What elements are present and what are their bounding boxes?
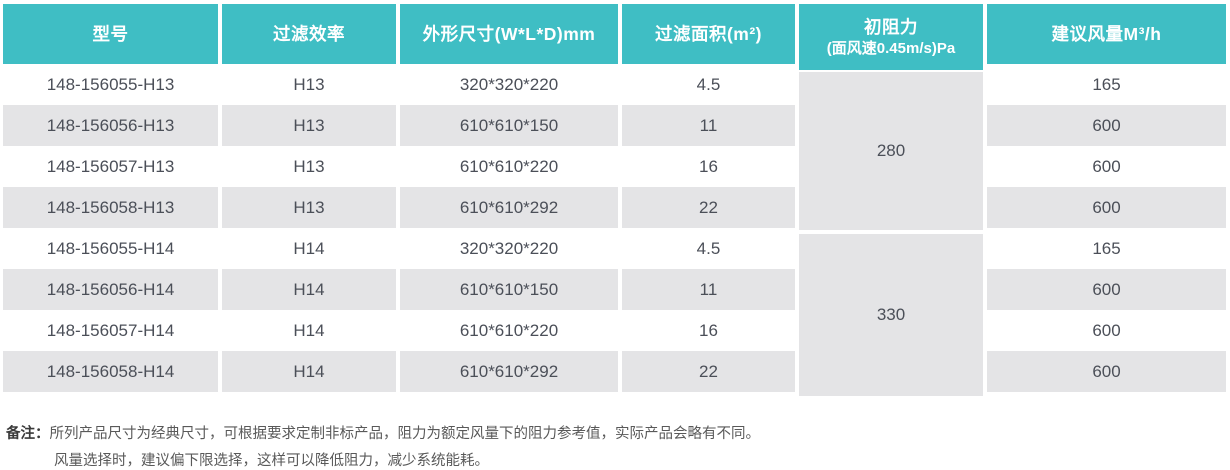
model-cell: 148-156056-H13	[3, 105, 218, 146]
footnotes: 备注：所列产品尺寸为经典尺寸，可根据要求定制非标产品，阻力为额定风量下的阻力参考…	[6, 421, 1230, 470]
efficiency-cell: H14	[222, 228, 396, 269]
size-cell: 610*610*150	[400, 269, 618, 310]
airflow-cell: 165	[987, 64, 1226, 105]
efficiency-cell: H13	[222, 187, 396, 228]
efficiency-cell: H14	[222, 310, 396, 351]
airflow-cell: 600	[987, 187, 1226, 228]
efficiency-cells: H13 H13 H13 H13 H14 H14 H14 H14	[222, 64, 396, 392]
model-cell: 148-156056-H14	[3, 269, 218, 310]
efficiency-cell: H14	[222, 269, 396, 310]
model-cell: 148-156055-H13	[3, 64, 218, 105]
column-header-resistance: 初阻力 (面风速0.45m/s)Pa	[799, 4, 983, 70]
column-header-airflow: 建议风量M³/h	[987, 4, 1226, 64]
model-cell: 148-156057-H14	[3, 310, 218, 351]
area-cell: 4.5	[622, 64, 795, 105]
column-header-size-label: 外形尺寸(W*L*D)mm	[422, 23, 596, 44]
size-cells: 320*320*220 610*610*150 610*610*220 610*610…	[400, 64, 618, 392]
footnote-text-2: 风量选择时，建议偏下限选择，这样可以降低阻力，减少系统能耗。	[54, 453, 489, 469]
airflow-cells: 165 600 600 600 165 600 600 600	[987, 64, 1226, 392]
footnote-text-1: 所列产品尺寸为经典尺寸，可根据要求定制非标产品，阻力为额定风量下的阻力参考值，实…	[49, 426, 761, 442]
column-area: 过滤面积(m²) 4.5 11 16 22 4.5 11 16 22	[622, 4, 795, 396]
model-cell: 148-156058-H13	[3, 187, 218, 228]
column-header-efficiency: 过滤效率	[222, 4, 396, 64]
area-cell: 22	[622, 351, 795, 392]
column-model: 型号 148-156055-H13 148-156056-H13 148-15605…	[3, 4, 218, 396]
area-cell: 11	[622, 105, 795, 146]
model-cells: 148-156055-H13 148-156056-H13 148-156057-H…	[3, 64, 218, 392]
column-efficiency: 过滤效率 H13 H13 H13 H13 H14 H14 H14 H14	[222, 4, 396, 396]
resistance-merged-cell-h13: 280	[799, 72, 983, 230]
footnote-label: 备注：	[6, 426, 50, 442]
airflow-cell: 600	[987, 310, 1226, 351]
size-cell: 610*610*150	[400, 105, 618, 146]
airflow-cell: 600	[987, 105, 1226, 146]
column-header-model: 型号	[3, 4, 218, 64]
model-cell: 148-156058-H14	[3, 351, 218, 392]
airflow-cell: 165	[987, 228, 1226, 269]
size-cell: 610*610*292	[400, 351, 618, 392]
column-header-area-label: 过滤面积(m²)	[654, 23, 763, 44]
column-header-area: 过滤面积(m²)	[622, 4, 795, 64]
efficiency-cell: H13	[222, 64, 396, 105]
airflow-cell: 600	[987, 269, 1226, 310]
column-airflow: 建议风量M³/h 165 600 600 600 165 600 600 600	[987, 4, 1226, 396]
size-cell: 320*320*220	[400, 228, 618, 269]
column-header-efficiency-label: 过滤效率	[273, 23, 345, 44]
size-cell: 610*610*292	[400, 187, 618, 228]
column-header-airflow-label: 建议风量M³/h	[1051, 23, 1162, 44]
area-cell: 4.5	[622, 228, 795, 269]
footnote-line-1: 备注：所列产品尺寸为经典尺寸，可根据要求定制非标产品，阻力为额定风量下的阻力参考…	[6, 421, 1230, 448]
airflow-cell: 600	[987, 146, 1226, 187]
area-cells: 4.5 11 16 22 4.5 11 16 22	[622, 64, 795, 392]
column-size: 外形尺寸(W*L*D)mm 320*320*220 610*610*150 610*…	[400, 4, 618, 396]
efficiency-cell: H13	[222, 105, 396, 146]
model-cell: 148-156055-H14	[3, 228, 218, 269]
area-cell: 16	[622, 146, 795, 187]
size-cell: 610*610*220	[400, 146, 618, 187]
column-header-resistance-sublabel: (面风速0.45m/s)Pa	[826, 39, 956, 57]
airflow-cell: 600	[987, 351, 1226, 392]
model-cell: 148-156057-H13	[3, 146, 218, 187]
footnote-line-2: 风量选择时，建议偏下限选择，这样可以降低阻力，减少系统能耗。	[6, 448, 1230, 470]
column-header-resistance-label: 初阻力	[864, 16, 918, 37]
efficiency-cell: H14	[222, 351, 396, 392]
efficiency-cell: H13	[222, 146, 396, 187]
area-cell: 11	[622, 269, 795, 310]
column-header-size: 外形尺寸(W*L*D)mm	[400, 4, 618, 64]
filter-spec-table: 型号 148-156055-H13 148-156056-H13 148-15605…	[3, 4, 1226, 396]
column-header-model-label: 型号	[92, 23, 129, 44]
resistance-merged-cell-h14: 330	[799, 234, 983, 396]
area-cell: 22	[622, 187, 795, 228]
area-cell: 16	[622, 310, 795, 351]
size-cell: 320*320*220	[400, 64, 618, 105]
size-cell: 610*610*220	[400, 310, 618, 351]
column-resistance: 初阻力 (面风速0.45m/s)Pa 280 330	[799, 4, 983, 396]
